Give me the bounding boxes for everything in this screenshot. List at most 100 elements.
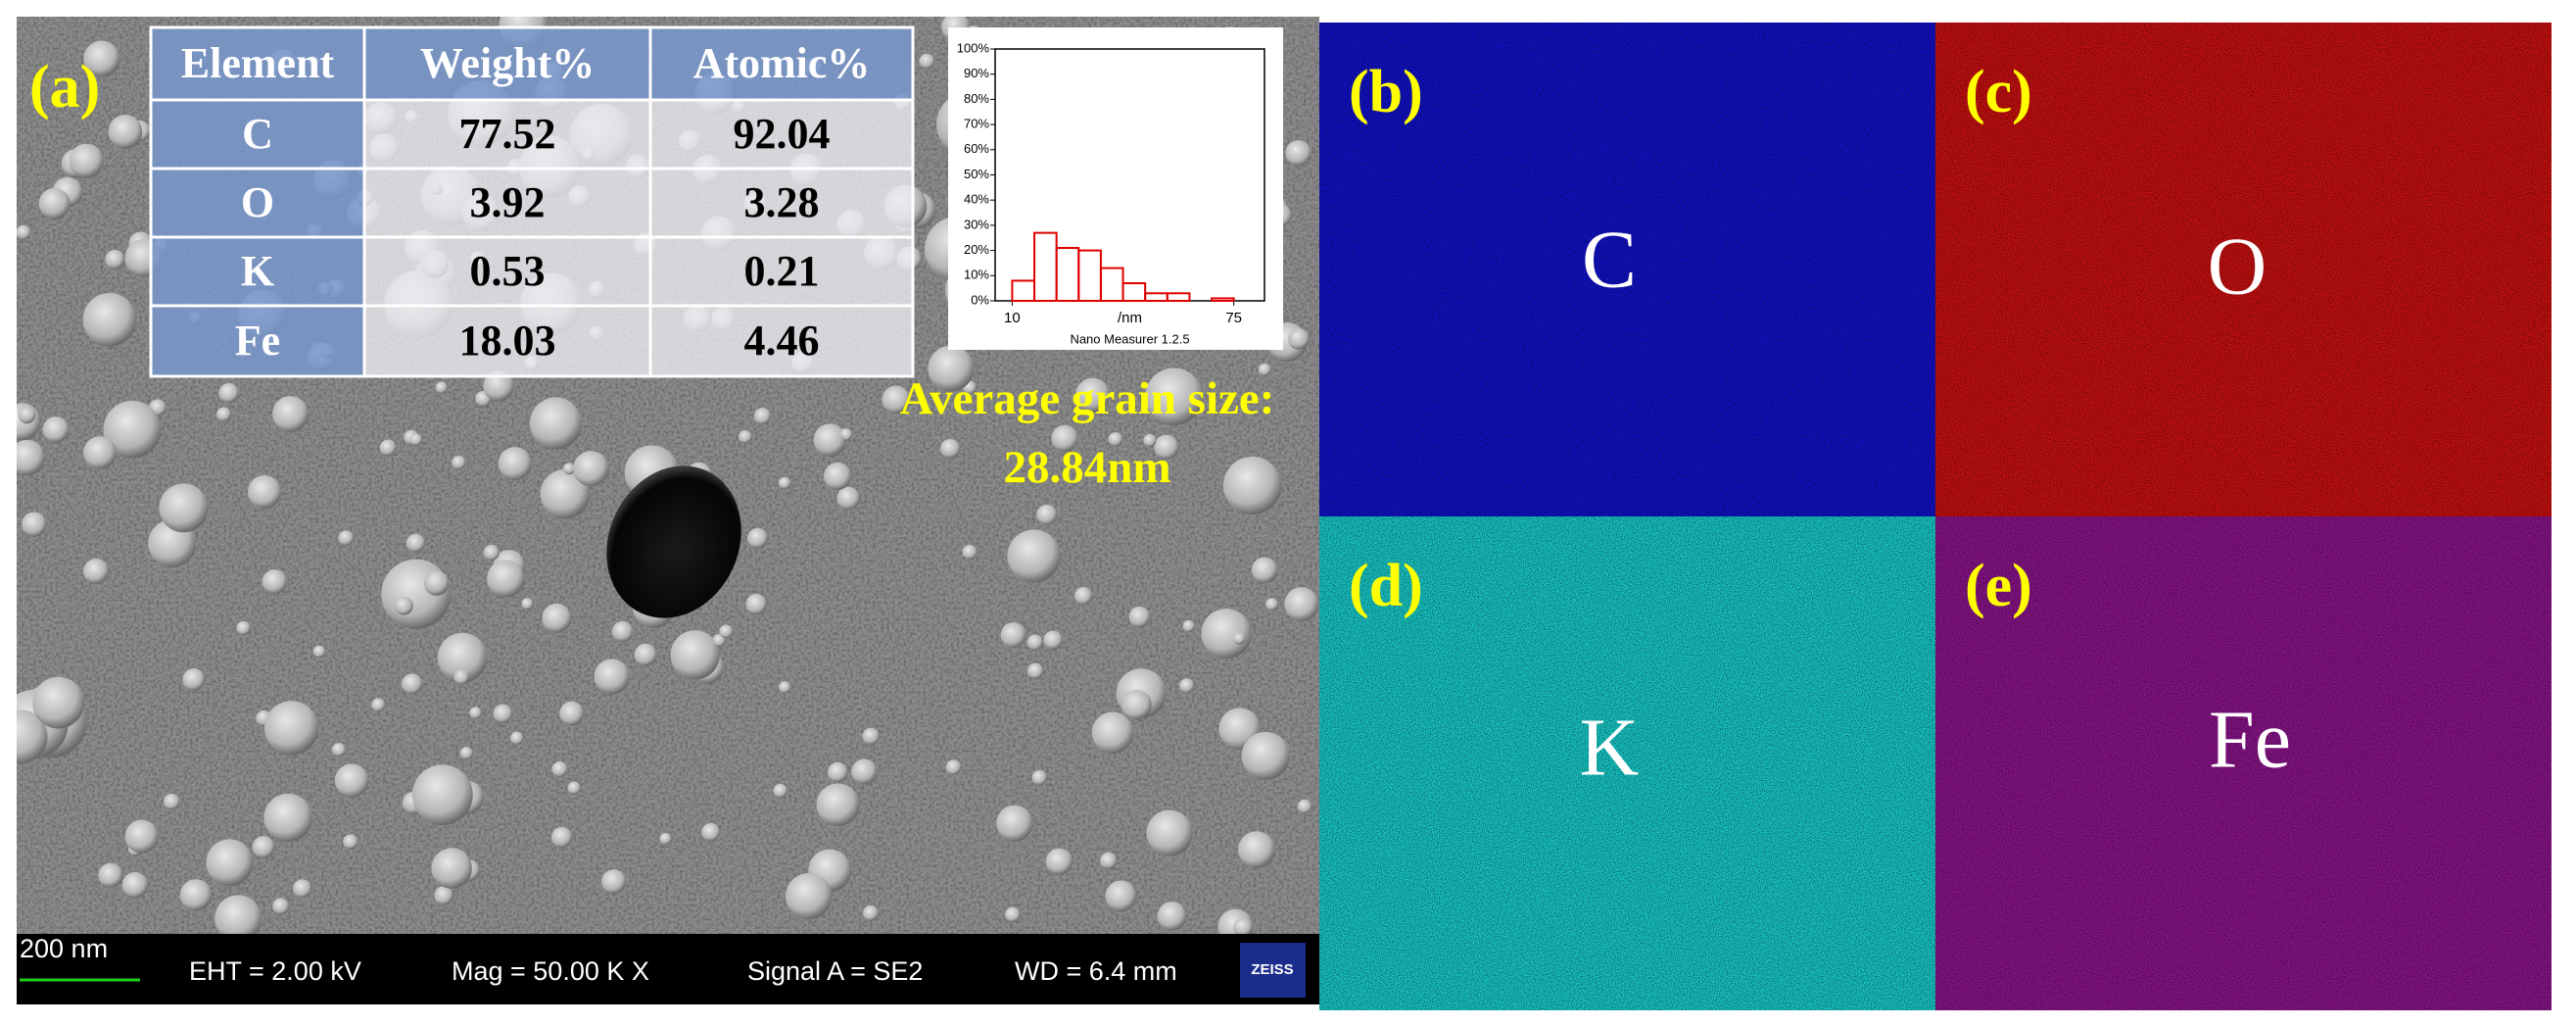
particle — [1241, 731, 1290, 780]
particle — [1105, 880, 1137, 912]
table-cell — [362, 167, 652, 239]
particle — [483, 544, 500, 561]
table-cell — [362, 98, 652, 171]
particle — [1036, 504, 1058, 525]
particle — [247, 474, 282, 510]
caption: Nano Measurer 1.2.5 — [1070, 331, 1189, 346]
y-tick-label: 0% — [971, 292, 989, 307]
eds-maps: (b) C (c) O (d) K (e) Fe — [1319, 23, 2552, 1010]
y-tick-label: 30% — [964, 217, 989, 231]
y-tick-label: 70% — [964, 117, 989, 131]
table-value: 3.28 — [744, 178, 820, 226]
particle — [659, 832, 672, 846]
table-value: 3.92 — [470, 178, 546, 226]
particle — [1075, 377, 1111, 413]
histogram-bar — [1166, 292, 1191, 303]
histogram-inset — [948, 27, 1283, 350]
particle — [611, 620, 634, 643]
element-label: O — [2208, 220, 2267, 312]
particle — [573, 451, 609, 487]
table-cell — [149, 98, 366, 171]
particle — [1238, 831, 1275, 868]
y-tick-label: 80% — [964, 91, 989, 106]
particle — [962, 544, 978, 560]
annotation: 28.84nm — [1003, 442, 1170, 493]
particle — [103, 400, 162, 459]
particle — [394, 596, 413, 615]
particle — [919, 53, 935, 70]
table-cell — [362, 304, 652, 378]
particle — [928, 345, 975, 392]
particle — [236, 620, 251, 636]
y-tick-label: 100% — [957, 40, 990, 55]
particle — [293, 879, 312, 899]
particle — [82, 293, 137, 347]
particle — [108, 115, 143, 149]
particle — [601, 869, 627, 895]
particle — [542, 603, 572, 633]
particle — [409, 433, 422, 446]
info-text: Signal A = SE2 — [747, 956, 923, 986]
element-label: K — [1580, 702, 1640, 793]
particle — [510, 731, 524, 745]
particle — [17, 224, 31, 240]
particle — [1285, 140, 1312, 167]
particle — [493, 704, 513, 724]
annotation: Average grain size: — [900, 373, 1275, 424]
table-value: K — [241, 247, 274, 295]
panel-label: (a) — [29, 54, 100, 121]
particle — [83, 436, 117, 469]
particle — [487, 560, 525, 598]
table-cell — [149, 304, 366, 378]
particle — [779, 681, 791, 694]
y-tick-label: 20% — [964, 242, 989, 257]
particle — [882, 385, 911, 415]
element-table: Element Weight% Atomic% C 77.52 92.04 O 3.92 3.2… — [149, 25, 915, 378]
particle — [813, 423, 847, 457]
particle — [469, 707, 482, 719]
particle — [434, 886, 453, 905]
particle — [164, 793, 180, 810]
pore — [606, 465, 741, 618]
particle — [263, 793, 312, 843]
histogram-bar — [1121, 282, 1147, 303]
table-value: O — [241, 178, 274, 226]
particle — [712, 634, 726, 648]
particle — [1043, 630, 1063, 650]
particle — [453, 669, 469, 685]
particle — [1005, 906, 1021, 923]
particle — [562, 463, 576, 475]
map-noise — [1935, 516, 2552, 1010]
particle — [1265, 598, 1278, 611]
particle — [1091, 711, 1134, 754]
particle — [745, 593, 767, 615]
table-cell — [362, 25, 652, 102]
y-tick-label: 40% — [964, 192, 989, 207]
particle — [521, 598, 534, 611]
particle — [1182, 619, 1195, 633]
particle — [105, 249, 125, 269]
particle — [124, 819, 159, 854]
particle — [1121, 689, 1152, 720]
particle — [567, 781, 581, 795]
y-tick-label: 60% — [964, 141, 989, 156]
particle — [1026, 634, 1043, 651]
particle — [1233, 632, 1246, 645]
particle — [334, 763, 369, 799]
particle — [1154, 434, 1179, 460]
particle — [371, 698, 386, 712]
particle — [405, 533, 425, 553]
particle — [431, 848, 472, 889]
table-cell — [648, 25, 915, 102]
particle — [379, 439, 397, 457]
particle — [1233, 917, 1253, 934]
element-label: C — [1582, 214, 1637, 305]
particle — [1179, 678, 1195, 694]
particle — [551, 760, 568, 777]
particle — [594, 659, 630, 695]
info-text: EHT = 2.00 kV — [189, 956, 361, 986]
particle — [312, 645, 326, 659]
particle — [252, 836, 275, 858]
particle — [940, 438, 961, 459]
